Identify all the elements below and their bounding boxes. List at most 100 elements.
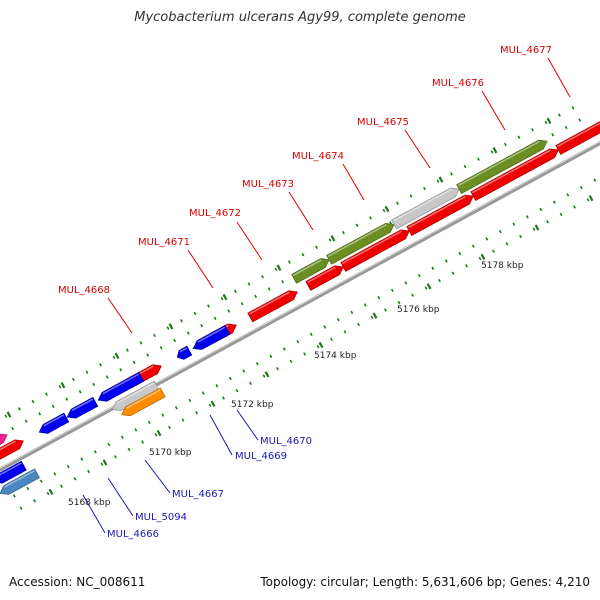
tick-mark xyxy=(174,406,178,410)
tick-mark xyxy=(350,310,354,315)
tick-mark xyxy=(267,287,271,291)
major-tick-mark xyxy=(588,194,594,202)
gene-label-mul-4675[interactable]: MUL_4675 xyxy=(357,117,409,128)
tick-mark xyxy=(254,294,258,299)
tick-mark xyxy=(215,384,219,388)
gene-mul-4670[interactable] xyxy=(192,325,231,350)
gene-red-edge[interactable] xyxy=(0,439,24,461)
genes[interactable] xyxy=(0,121,600,495)
tick-mark xyxy=(33,499,36,503)
major-tick-mark xyxy=(210,400,216,407)
major-tick-mark xyxy=(318,341,324,349)
tick-mark xyxy=(173,338,177,343)
tick-mark xyxy=(12,494,16,498)
major-tick-mark xyxy=(60,382,66,389)
tick-mark xyxy=(51,404,55,409)
gene-mul-4666[interactable] xyxy=(0,460,27,484)
tick-mark xyxy=(328,238,332,242)
gene-label-mul-4672[interactable]: MUL_4672 xyxy=(189,208,241,219)
tick-mark xyxy=(289,359,293,364)
gene-label-mul-4666[interactable]: MUL_4666 xyxy=(107,529,159,540)
gene-mul-4669[interactable] xyxy=(176,345,193,360)
tick-mark xyxy=(112,355,116,360)
gene-label-mul-4667[interactable]: MUL_4667 xyxy=(172,489,224,500)
ruler-label-5172: 5172 kbp xyxy=(231,400,274,410)
gene-mul-4674[interactable] xyxy=(340,229,410,272)
tick-mark xyxy=(438,278,441,283)
gene-label-mul-4670[interactable]: MUL_4670 xyxy=(260,436,312,447)
gene-mul-4675-shine xyxy=(408,195,466,229)
accession-text: Accession: NC_008611 xyxy=(9,575,146,589)
tick-mark xyxy=(444,259,448,263)
gene-mul-4672[interactable] xyxy=(247,290,298,323)
gene-grey-a[interactable] xyxy=(391,187,460,230)
tick-mark xyxy=(85,370,89,374)
tick-mark xyxy=(235,389,239,393)
gene-label-mul-4674[interactable]: MUL_4674 xyxy=(292,151,344,162)
gene-mul-4676[interactable] xyxy=(470,148,559,202)
tick-mark xyxy=(24,419,28,423)
leader-mul-4670 xyxy=(236,409,259,441)
gene-mul-4666-shine xyxy=(0,462,22,476)
tick-mark xyxy=(316,344,320,349)
tick-mark xyxy=(114,455,117,459)
tick-mark xyxy=(525,215,529,219)
tick-mark xyxy=(60,484,63,488)
tick-mark xyxy=(100,462,104,466)
gene-olive-b[interactable] xyxy=(326,222,395,265)
gene-orange[interactable] xyxy=(121,387,166,417)
tick-mark xyxy=(146,353,150,357)
gene-blue-b-shine xyxy=(71,398,94,412)
gene-label-mul-4676[interactable]: MUL_4676 xyxy=(432,78,484,89)
tick-mark xyxy=(288,260,291,264)
leader-mul-5094 xyxy=(107,477,134,517)
tick-mark xyxy=(119,368,123,372)
tick-mark xyxy=(120,435,124,439)
gene-mul-4677[interactable] xyxy=(555,121,600,155)
gene-olive-a[interactable] xyxy=(291,258,330,284)
gene-label-mul-4668[interactable]: MUL_4668 xyxy=(58,285,110,296)
tick-mark xyxy=(208,403,212,408)
tick-marks xyxy=(0,106,597,510)
gene-mul-4673[interactable] xyxy=(305,265,344,291)
tick-mark xyxy=(255,362,259,366)
major-tick-mark xyxy=(438,176,444,183)
tick-mark xyxy=(92,382,96,387)
tick-mark xyxy=(451,271,455,275)
tick-mark xyxy=(593,178,597,182)
gene-labels[interactable]: MUL_4668 MUL_4671 MUL_4672 MUL_4673 MUL_… xyxy=(58,45,552,540)
gene-mul-4669-shine xyxy=(179,347,188,353)
major-tick-mark xyxy=(384,205,390,213)
gene-label-mul-4677[interactable]: MUL_4677 xyxy=(500,45,552,56)
leader-mul-4672 xyxy=(236,221,263,261)
gene-steel[interactable] xyxy=(0,468,40,495)
tick-mark xyxy=(370,315,374,319)
tick-mark xyxy=(431,266,435,270)
tick-mark xyxy=(490,150,494,154)
major-tick-mark xyxy=(114,352,120,359)
gene-blue-b[interactable] xyxy=(66,396,99,419)
gene-label-mul-4673[interactable]: MUL_4673 xyxy=(242,179,294,190)
gene-grey-b[interactable] xyxy=(111,380,160,412)
tick-mark xyxy=(195,411,198,415)
tick-mark xyxy=(180,319,183,323)
gene-mul-4675[interactable] xyxy=(406,194,474,236)
tick-mark xyxy=(38,412,42,416)
gene-label-mul-4669[interactable]: MUL_4669 xyxy=(235,451,287,462)
major-tick-mark xyxy=(546,117,552,124)
gene-magenta[interactable] xyxy=(0,433,8,456)
tick-mark xyxy=(579,185,583,190)
gene-mul-5094[interactable] xyxy=(38,412,70,434)
major-tick-mark xyxy=(492,147,498,154)
ruler-label-5168: 5168 kbp xyxy=(68,498,111,508)
gene-label-mul-5094[interactable]: MUL_5094 xyxy=(135,512,187,523)
major-tick-mark xyxy=(534,224,540,231)
gene-label-mul-4671[interactable]: MUL_4671 xyxy=(138,237,190,248)
tick-mark xyxy=(188,398,192,403)
gene-orange-shine xyxy=(125,389,161,409)
gene-olive-c[interactable] xyxy=(456,139,548,195)
tick-mark xyxy=(357,322,360,327)
leader-mul-4668 xyxy=(107,297,133,334)
gene-mul-4667[interactable] xyxy=(97,371,145,402)
